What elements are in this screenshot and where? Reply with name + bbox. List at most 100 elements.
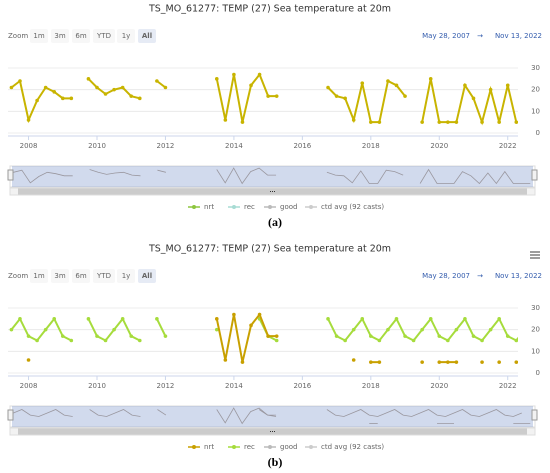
legend-label: good <box>280 203 297 211</box>
legend-item[interactable]: good <box>264 203 297 211</box>
legend-item[interactable]: good <box>264 443 297 451</box>
zoom-button[interactable]: 1m <box>30 29 48 43</box>
zoom-button[interactable]: YTD <box>93 269 115 283</box>
x-tick-label: 2018 <box>362 142 380 150</box>
point <box>163 334 168 338</box>
point <box>26 358 31 362</box>
point <box>60 334 65 338</box>
zoom-label: Zoom <box>8 272 28 280</box>
point <box>249 323 253 328</box>
point <box>480 120 484 124</box>
zoom-button[interactable]: 6m <box>72 29 90 43</box>
range-arrow: → <box>477 32 483 40</box>
point <box>274 94 279 98</box>
point <box>274 338 279 343</box>
legend-marker <box>192 445 196 449</box>
zoom-button[interactable]: 1y <box>117 29 135 43</box>
point <box>454 327 459 332</box>
point <box>343 96 347 101</box>
point <box>257 312 262 317</box>
point <box>360 81 365 85</box>
point <box>377 338 382 343</box>
zoom-button[interactable]: 1y <box>117 269 135 283</box>
point <box>446 120 450 124</box>
legend-label: nrt <box>204 443 214 451</box>
point <box>43 85 48 90</box>
navigator-handle[interactable] <box>7 409 14 421</box>
navigator-line <box>326 409 522 417</box>
zoom-button[interactable]: 3m <box>51 29 69 43</box>
zoom-button[interactable]: 3m <box>51 269 69 283</box>
x-tick-label: 2008 <box>20 382 38 390</box>
x-tick-label: 2016 <box>293 382 311 390</box>
range-to: Nov 13, 2022 <box>495 32 542 40</box>
navigator-line <box>13 409 73 417</box>
legend-item[interactable]: nrt <box>188 443 214 451</box>
legend-item[interactable]: ctd avg (92 casts) <box>305 443 384 451</box>
point <box>505 83 510 88</box>
legend-item[interactable]: ctd avg (92 casts) <box>305 203 384 211</box>
series-line <box>327 316 518 342</box>
point <box>480 360 484 364</box>
point <box>274 334 279 338</box>
point <box>488 327 493 332</box>
chart-panel: TS_MO_61277: TEMP (27) Sea temperature a… <box>7 244 542 469</box>
x-tick-label: 2020 <box>430 142 448 150</box>
x-tick-label: 2010 <box>88 382 106 390</box>
point <box>394 83 399 88</box>
zoom-button-label: 1y <box>122 32 131 40</box>
point <box>351 327 356 332</box>
navigator-handle[interactable] <box>7 169 14 181</box>
zoom-button[interactable]: All <box>138 269 156 283</box>
figure-caption: (a) <box>268 215 282 229</box>
y-tick-label: 10 <box>531 107 540 115</box>
y-tick-label: 30 <box>531 64 540 72</box>
series-line <box>10 316 72 342</box>
point <box>497 120 501 124</box>
point <box>155 79 159 83</box>
point <box>514 338 518 343</box>
legend-item[interactable]: rec <box>228 203 255 211</box>
zoom-button-bg <box>93 29 115 43</box>
navigator-handle[interactable] <box>531 409 538 421</box>
zoom-button-label: 3m <box>54 32 65 40</box>
legend-marker <box>309 445 313 449</box>
point <box>232 72 236 77</box>
zoom-button-label: 3m <box>54 272 65 280</box>
series-line <box>421 78 518 126</box>
point <box>232 312 236 317</box>
point <box>471 96 476 101</box>
point <box>428 317 433 321</box>
navigator-handle[interactable] <box>531 169 538 181</box>
point <box>343 338 347 343</box>
legend-item[interactable]: rec <box>228 443 255 451</box>
y-tick-label: 0 <box>536 369 540 377</box>
point <box>471 334 476 338</box>
legend-item[interactable]: nrt <box>188 203 214 211</box>
point <box>155 317 159 321</box>
point <box>69 338 74 343</box>
series-line <box>327 79 406 124</box>
point <box>420 327 424 332</box>
y-tick-label: 10 <box>531 347 540 355</box>
zoom-button[interactable]: All <box>138 29 156 43</box>
zoom-button[interactable]: 6m <box>72 269 90 283</box>
point <box>214 317 219 321</box>
navigator-line <box>419 168 531 185</box>
point <box>35 338 39 343</box>
range-from: May 28, 2007 <box>422 32 470 40</box>
point <box>223 118 228 122</box>
series-line <box>155 318 167 337</box>
point <box>112 87 116 92</box>
x-tick-label: 2020 <box>430 382 448 390</box>
point <box>532 120 536 124</box>
point <box>240 360 245 364</box>
point <box>488 87 493 92</box>
legend-label: ctd avg (92 casts) <box>321 443 384 451</box>
point <box>52 317 57 321</box>
series-line <box>10 79 72 124</box>
zoom-button[interactable]: YTD <box>93 29 115 43</box>
zoom-button-bg <box>138 29 156 43</box>
zoom-button[interactable]: 1m <box>30 269 48 283</box>
navigator-line <box>157 169 167 173</box>
